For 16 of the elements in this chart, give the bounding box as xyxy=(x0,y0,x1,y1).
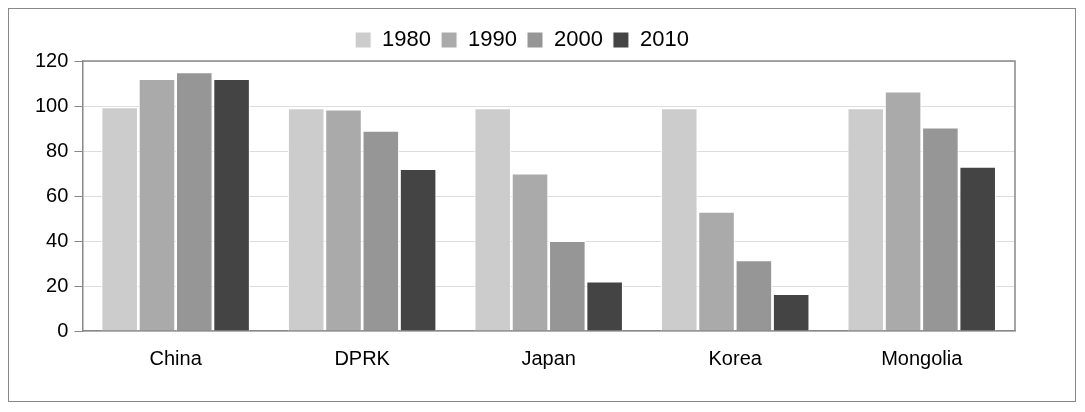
x-tick-label: China xyxy=(149,346,203,369)
legend-label: 1980 xyxy=(382,26,432,52)
y-tick-label: 120 xyxy=(34,48,69,71)
y-tick-label: 80 xyxy=(46,138,69,161)
legend-label: 1990 xyxy=(468,26,518,52)
legend-label: 2000 xyxy=(554,26,603,52)
legend-label: 2010 xyxy=(639,26,689,52)
y-tick-label: 0 xyxy=(57,318,69,341)
x-tick-label: Japan xyxy=(521,346,576,369)
y-tick-label: 20 xyxy=(46,273,69,296)
y-tick-label: 100 xyxy=(34,93,69,116)
x-tick-label: Korea xyxy=(708,346,763,369)
x-tick-label: Mongolia xyxy=(881,346,964,369)
y-tick-label: 40 xyxy=(46,228,69,251)
x-tick-label: DPRK xyxy=(334,346,391,369)
y-tick-label: 60 xyxy=(46,183,69,206)
